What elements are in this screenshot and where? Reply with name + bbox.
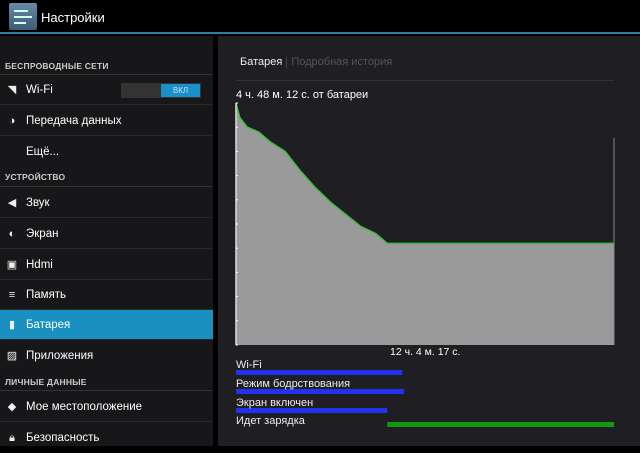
display-icon: ◐ — [8, 228, 16, 240]
row-label-screen-on: Экран включен — [236, 397, 314, 409]
sidebar-item-hdmi[interactable]: ▣ Hdmi — [0, 250, 213, 280]
location-icon: ◆ — [7, 401, 17, 413]
section-personal: ЛИЧНЫЕ ДАННЫЕ — [5, 377, 87, 387]
tab-battery[interactable]: Батарея — [240, 56, 283, 68]
battery-panel: Батарея Подробная история 4 ч. 48 м. 12 с… — [218, 36, 640, 446]
battery-history-chart — [235, 102, 615, 427]
sidebar-item-storage[interactable]: ≡ Память — [0, 280, 213, 310]
state-bar — [236, 370, 403, 375]
wifi-icon: ◥ — [7, 84, 17, 96]
sidebar-item-sound[interactable]: ◀ Звук — [0, 188, 213, 218]
section-wireless: БЕСПРОВОДНЫЕ СЕТИ — [5, 61, 109, 71]
app-title: Настройки — [41, 10, 105, 25]
tab-detailed-history[interactable]: Подробная история — [291, 56, 393, 68]
settings-sliders-icon[interactable] — [9, 3, 37, 30]
sidebar-item-display[interactable]: ◐ Экран — [0, 219, 213, 249]
sound-icon: ◀ — [7, 197, 17, 209]
state-bar — [236, 389, 405, 394]
battery-duration: 4 ч. 48 м. 12 с. от батареи — [236, 89, 369, 101]
action-bar: Настройки — [0, 0, 640, 34]
data-usage-icon: ◑ — [8, 115, 16, 127]
state-bar — [387, 422, 614, 427]
row-label-charging: Идет зарядка — [236, 415, 305, 427]
lock-icon: 🔒︎ — [9, 432, 15, 444]
row-label-awake: Режим бодрствования — [236, 378, 351, 390]
tabs: Батарея Подробная история — [240, 56, 392, 68]
row-label-wifi: Wi-Fi — [236, 359, 262, 371]
sidebar-item-apps[interactable]: ▨ Приложения — [6, 350, 94, 362]
sidebar: БЕСПРОВОДНЫЕ СЕТИ ◥ Wi-Fi ВКЛ ◑ Передача д… — [0, 36, 213, 446]
total-time: 12 ч. 4 м. 17 с. — [390, 346, 461, 358]
sidebar-item-battery[interactable]: ▮ Батарея — [0, 310, 213, 340]
state-bar — [236, 408, 388, 413]
apps-icon: ▨ — [6, 350, 18, 362]
sidebar-item-location[interactable]: ◆ Мое местоположение — [0, 392, 213, 422]
section-device: УСТРОЙСТВО — [5, 172, 66, 182]
hdmi-icon: ▣ — [6, 259, 18, 271]
sidebar-item-wifi[interactable]: ◥ Wi-Fi — [0, 75, 213, 105]
sidebar-item-more[interactable]: Ещё... — [26, 146, 60, 158]
wifi-toggle[interactable]: ВКЛ — [121, 83, 201, 98]
storage-icon: ≡ — [8, 289, 16, 301]
battery-icon: ▮ — [8, 319, 16, 331]
sidebar-item-security[interactable]: 🔒︎ Безопасность — [0, 423, 213, 453]
sidebar-item-data-usage[interactable]: ◑ Передача данных — [0, 106, 213, 136]
battery-line — [235, 102, 614, 245]
battery-area — [236, 103, 614, 345]
